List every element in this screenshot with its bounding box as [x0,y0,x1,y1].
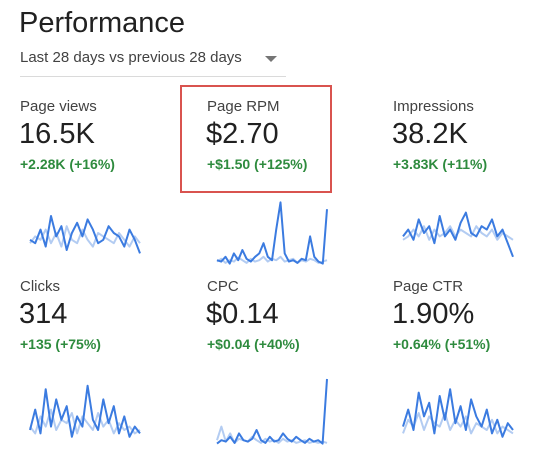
sparkline-clicks [29,384,141,438]
sparkline-cpc [216,378,328,445]
sparkline-page-ctr [402,388,514,438]
sparkline-current-period [216,201,328,265]
date-range-label: Last 28 days vs previous 28 days [20,49,242,66]
metric-value: $2.70 [206,118,279,150]
sparkline-current-period [402,211,514,258]
metric-label: Page views [20,98,97,115]
metric-card-page-ctr[interactable]: Page CTR 1.90% +0.64% (+51%) [392,278,535,463]
sparkline-current-period [402,388,514,438]
sparkline-current-period [216,378,328,445]
metric-value: 38.2K [392,118,468,150]
metric-change: +135 (+75%) [20,336,101,352]
metric-card-page-views[interactable]: Page views 16.5K +2.28K (+16%) [19,98,190,283]
metric-value: $0.14 [206,298,279,330]
metric-card-impressions[interactable]: Impressions 38.2K +3.83K (+11%) [392,98,535,283]
metric-label: Impressions [393,98,474,115]
metric-change: +2.28K (+16%) [20,156,115,172]
metric-value: 16.5K [19,118,95,150]
caret-down-icon[interactable] [265,56,277,62]
metric-card-page-rpm[interactable]: Page RPM $2.70 +$1.50 (+125%) [180,85,377,283]
sparkline-page-views [29,215,141,254]
metric-change: +$0.04 (+40%) [207,336,300,352]
metric-value: 314 [19,298,68,330]
metric-label: Page CTR [393,278,464,295]
metric-card-clicks[interactable]: Clicks 314 +135 (+75%) [19,278,190,463]
metric-change: +$1.50 (+125%) [207,156,308,172]
metric-value: 1.90% [392,298,475,330]
metric-card-cpc[interactable]: CPC $0.14 +$0.04 (+40%) [206,278,377,463]
sparkline-current-period [29,215,141,254]
metric-label: CPC [207,278,239,295]
sparkline-impressions [402,211,514,258]
sparkline-page-rpm [216,201,328,265]
metric-change: +3.83K (+11%) [393,156,488,172]
sparkline-current-period [29,384,141,438]
performance-title: Performance [19,7,186,39]
metric-label: Clicks [20,278,60,295]
metric-change: +0.64% (+51%) [393,336,491,352]
metric-label: Page RPM [207,98,280,115]
date-range-dropdown[interactable]: Last 28 days vs previous 28 days [20,46,286,77]
